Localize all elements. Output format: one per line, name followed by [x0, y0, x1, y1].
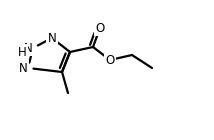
Text: O: O — [95, 22, 105, 34]
Text: N: N — [24, 41, 33, 54]
Text: N: N — [48, 32, 56, 45]
Text: N: N — [19, 61, 28, 74]
Text: H: H — [18, 46, 26, 59]
Text: O: O — [105, 53, 115, 66]
